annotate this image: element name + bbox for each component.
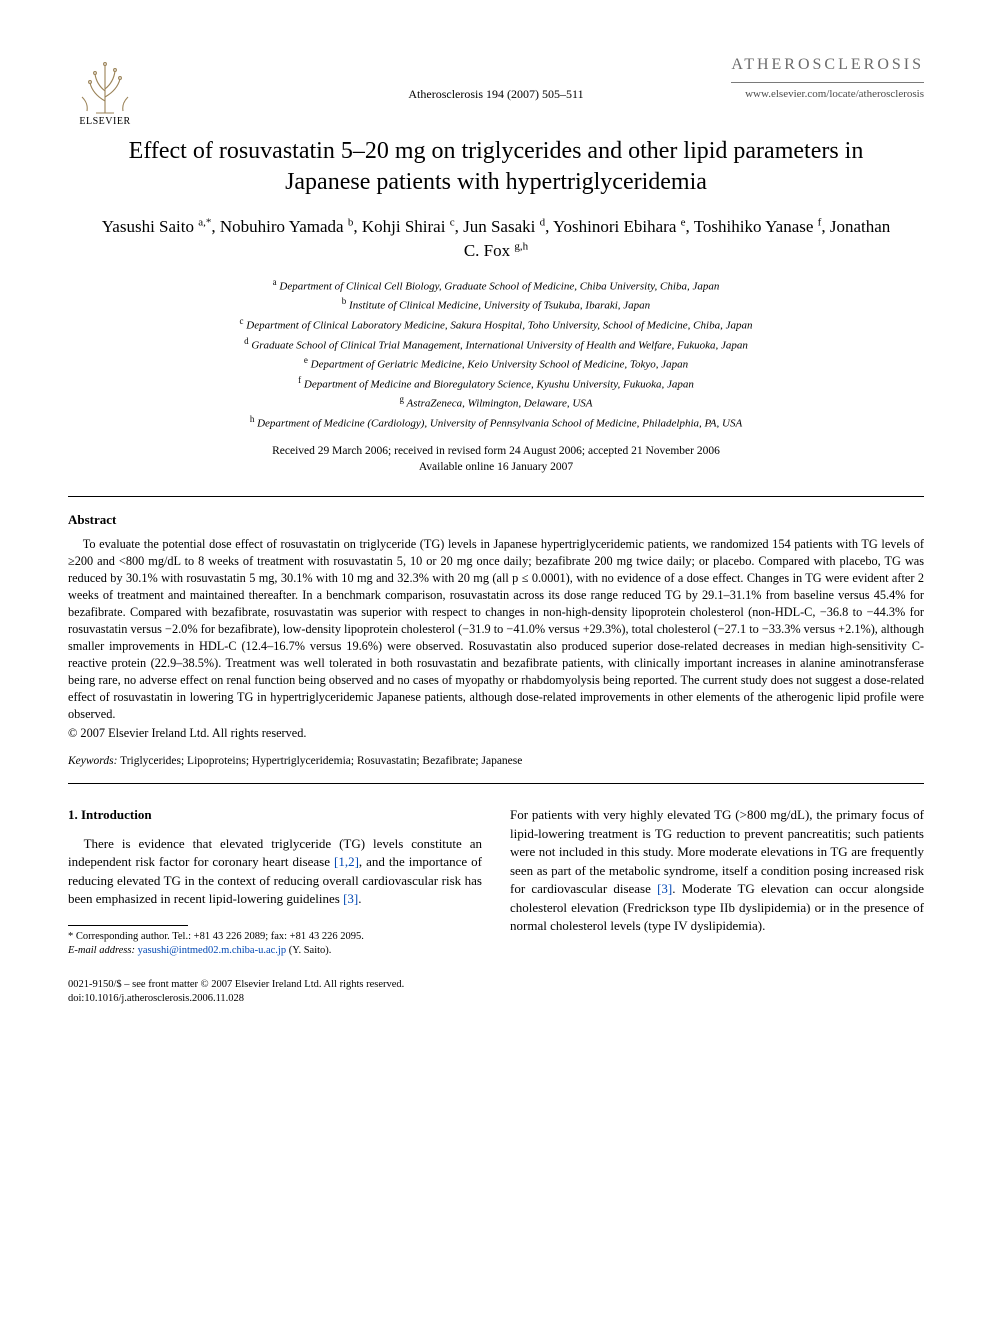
ref-link-1-2[interactable]: [1,2]: [334, 854, 359, 869]
front-matter-line: 0021-9150/$ – see front matter © 2007 El…: [68, 978, 924, 992]
article-dates: Received 29 March 2006; received in revi…: [68, 443, 924, 476]
rule-below-keywords: [68, 783, 924, 784]
rule-above-abstract: [68, 496, 924, 497]
section-1-heading: 1. Introduction: [68, 806, 482, 824]
elsevier-tree-icon: [74, 57, 136, 115]
abstract-heading: Abstract: [68, 511, 924, 529]
keywords-label: Keywords:: [68, 755, 117, 767]
keywords-text: Triglycerides; Lipoproteins; Hypertrigly…: [120, 755, 522, 767]
keywords-line: Keywords: Triglycerides; Lipoproteins; H…: [68, 754, 924, 770]
footer-block: 0021-9150/$ – see front matter © 2007 El…: [68, 978, 924, 1006]
footnotes: * Corresponding author. Tel.: +81 43 226…: [68, 930, 482, 958]
journal-url[interactable]: www.elsevier.com/locate/atherosclerosis: [731, 87, 924, 102]
email-label: E-mail address:: [68, 945, 135, 956]
footnote-rule: [68, 925, 188, 926]
author-list: Yasushi Saito a,*, Nobuhiro Yamada b, Ko…: [96, 215, 896, 264]
intro-paragraph-2: For patients with very highly elevated T…: [510, 806, 924, 935]
doi-line: doi:10.1016/j.atherosclerosis.2006.11.02…: [68, 992, 924, 1006]
publisher-logo: ELSEVIER: [68, 48, 142, 128]
received-date: Received 29 March 2006; received in revi…: [68, 443, 924, 460]
email-tail: (Y. Saito).: [289, 945, 332, 956]
online-date: Available online 16 January 2007: [68, 459, 924, 476]
corresponding-email[interactable]: yasushi@intmed02.m.chiba-u.ac.jp: [138, 945, 286, 956]
affiliation-list: a Department of Clinical Cell Biology, G…: [86, 276, 906, 433]
journal-block: ATHEROSCLEROSIS www.elsevier.com/locate/…: [731, 48, 924, 101]
intro-paragraph-1: There is evidence that elevated triglyce…: [68, 835, 482, 909]
ref-link-3[interactable]: [3]: [343, 891, 358, 906]
publisher-name: ELSEVIER: [79, 115, 130, 129]
ref-link-3[interactable]: [3]: [657, 881, 672, 896]
abstract-body: To evaluate the potential dose effect of…: [68, 536, 924, 723]
email-line: E-mail address: yasushi@intmed02.m.chiba…: [68, 944, 482, 958]
column-left: 1. Introduction There is evidence that e…: [68, 806, 482, 958]
corresponding-author-note: * Corresponding author. Tel.: +81 43 226…: [68, 930, 482, 944]
column-right: For patients with very highly elevated T…: [510, 806, 924, 958]
abstract-copyright: © 2007 Elsevier Ireland Ltd. All rights …: [68, 725, 924, 742]
body-columns: 1. Introduction There is evidence that e…: [68, 806, 924, 958]
article-title: Effect of rosuvastatin 5–20 mg on trigly…: [92, 136, 900, 198]
journal-rule: [731, 82, 924, 83]
journal-name: ATHEROSCLEROSIS: [731, 54, 924, 76]
